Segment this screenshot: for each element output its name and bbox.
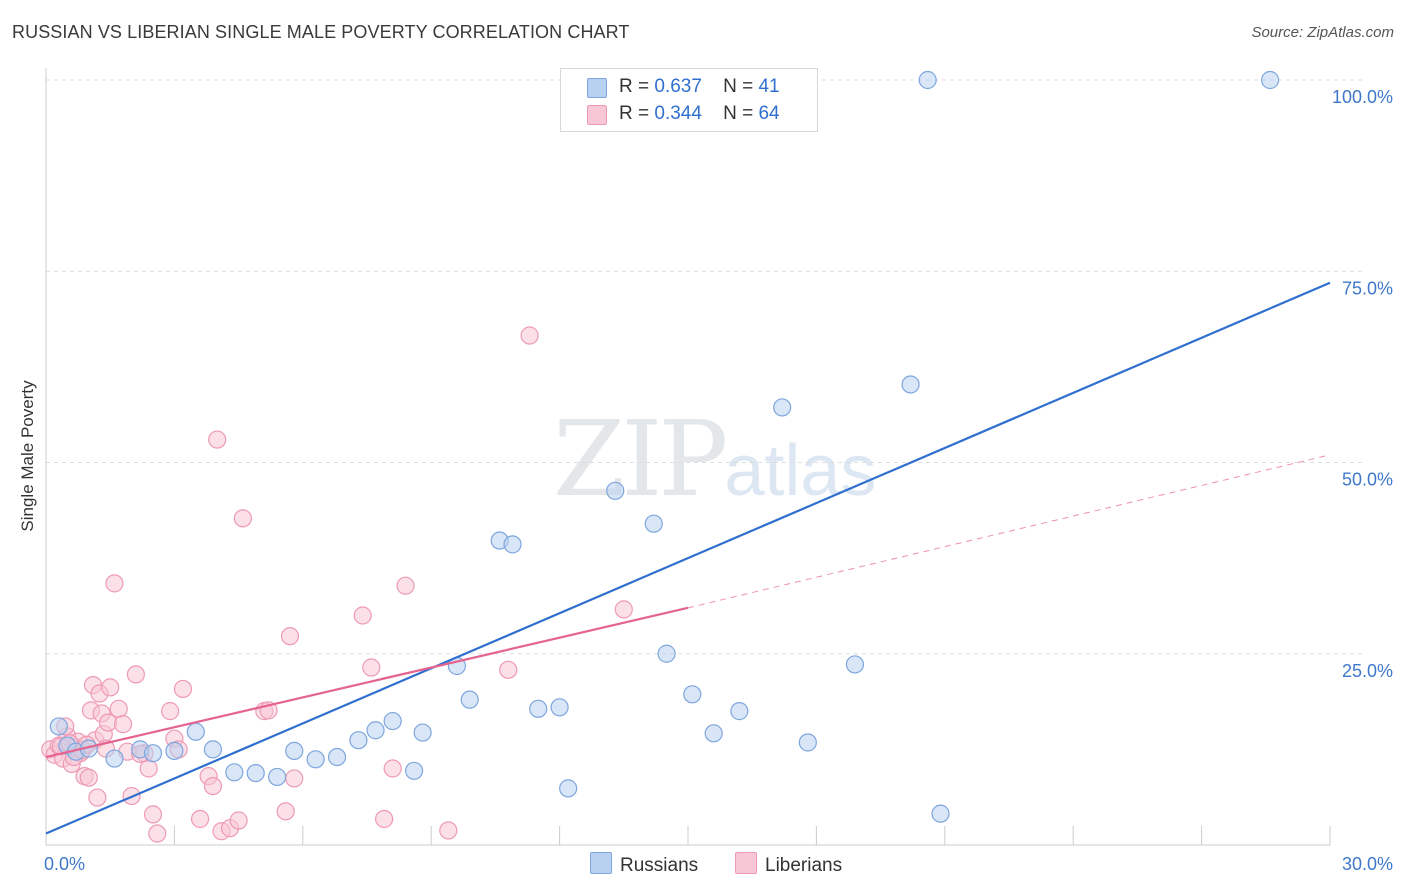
- russians-point: [246, 763, 265, 783]
- russians-point: [1260, 70, 1280, 90]
- russians-point: [383, 711, 402, 731]
- liberians-point: [173, 679, 193, 699]
- russians-point: [225, 763, 244, 782]
- liberians-point: [383, 759, 402, 778]
- russians-point: [186, 722, 205, 741]
- russians-point: [644, 514, 663, 533]
- liberians-point: [375, 809, 394, 829]
- russians-point: [366, 721, 385, 740]
- x-tick-label: 0.0%: [44, 854, 85, 874]
- liberians-point: [396, 576, 415, 595]
- liberians-point: [353, 606, 372, 625]
- liberians-point: [499, 660, 518, 679]
- liberians-point: [126, 665, 145, 684]
- russians-point: [606, 481, 625, 500]
- russians-point: [268, 767, 287, 787]
- russians-point: [529, 699, 548, 718]
- legend-russians-r: 0.637: [654, 76, 702, 97]
- russians-point: [931, 804, 950, 823]
- source-credit: Source: ZipAtlas.com: [1251, 24, 1394, 41]
- watermark-zip: ZIP: [553, 398, 728, 520]
- liberians-point: [439, 821, 458, 840]
- bottom-legend-swatch-russians: [590, 852, 612, 874]
- russians-point: [413, 723, 432, 742]
- bottom-legend-label-liberians: Liberians: [765, 855, 843, 876]
- legend-r-label: R =: [619, 103, 650, 124]
- russians-point: [901, 375, 920, 394]
- liberians-trend-line: [45, 606, 689, 759]
- liberians-point: [79, 768, 98, 787]
- liberians-trend-extension: [687, 454, 1331, 609]
- watermark: ZIPatlas: [553, 398, 876, 520]
- liberians-point: [520, 326, 539, 345]
- russians-point: [306, 750, 325, 769]
- legend-swatch-russians: [587, 78, 607, 98]
- y-tick-label: 50.0%: [1342, 470, 1393, 490]
- liberians-point: [276, 802, 295, 821]
- liberians-point: [113, 715, 133, 734]
- russians-point: [730, 702, 749, 721]
- russians-point: [203, 740, 223, 759]
- russians-point: [773, 398, 792, 417]
- liberians-point: [148, 824, 167, 843]
- y-tick-label: 25.0%: [1342, 661, 1393, 681]
- liberians-point: [362, 658, 381, 677]
- legend-n-label: N =: [723, 76, 754, 97]
- legend-liberians-n: 64: [758, 103, 780, 124]
- watermark-atlas: atlas: [724, 431, 877, 511]
- russians-point: [285, 741, 304, 761]
- russians-point: [550, 698, 569, 717]
- russians-point: [49, 717, 68, 736]
- russians-point: [503, 535, 522, 554]
- russians-point: [143, 744, 163, 763]
- y-tick-label: 100.0%: [1332, 87, 1393, 107]
- russians-point: [460, 690, 479, 709]
- bottom-legend-liberians: Liberians: [735, 852, 842, 877]
- russians-point: [559, 779, 578, 798]
- liberians-point: [105, 574, 124, 593]
- liberians-point: [203, 776, 223, 796]
- liberians-point: [98, 713, 118, 732]
- liberians-point: [190, 809, 210, 829]
- bottom-legend-russians: Russians: [590, 852, 698, 877]
- x-tick-label: 30.0%: [1342, 854, 1393, 874]
- legend-liberians-r: 0.344: [654, 103, 702, 124]
- liberians-point: [229, 811, 248, 830]
- liberians-point: [88, 788, 107, 807]
- russians-point: [918, 70, 937, 90]
- russians-point: [327, 747, 347, 767]
- liberians-point: [101, 678, 120, 697]
- liberians-point: [280, 627, 300, 646]
- legend-r-label: R =: [619, 76, 650, 97]
- legend-swatch-liberians: [587, 105, 607, 125]
- liberians-point: [614, 600, 633, 619]
- russians-point: [704, 724, 723, 743]
- russians-point: [349, 731, 368, 750]
- y-tick-label: 75.0%: [1342, 278, 1393, 298]
- russians-trend-line: [45, 281, 1331, 835]
- chart-title: RUSSIAN VS LIBERIAN SINGLE MALE POVERTY …: [12, 22, 630, 42]
- legend-n-label: N =: [723, 103, 754, 124]
- bottom-legend-label-russians: Russians: [620, 855, 699, 876]
- russians-point: [404, 761, 424, 780]
- russians-point: [845, 655, 865, 674]
- russians-point: [683, 685, 702, 704]
- russians-point: [165, 741, 184, 761]
- liberians-point: [285, 769, 304, 788]
- liberians-point: [233, 509, 252, 528]
- liberians-point: [208, 430, 227, 449]
- russians-point: [657, 644, 676, 663]
- liberians-point: [109, 699, 128, 718]
- bottom-legend-swatch-liberians: [735, 852, 757, 874]
- liberians-point: [143, 805, 163, 824]
- russians-point: [105, 749, 124, 768]
- legend-russians-n: 41: [758, 76, 780, 97]
- correlation-legend: R = 0.637 N = 41 R = 0.344 N = 64: [560, 68, 818, 132]
- liberians-point: [161, 702, 180, 721]
- russians-point: [798, 733, 817, 752]
